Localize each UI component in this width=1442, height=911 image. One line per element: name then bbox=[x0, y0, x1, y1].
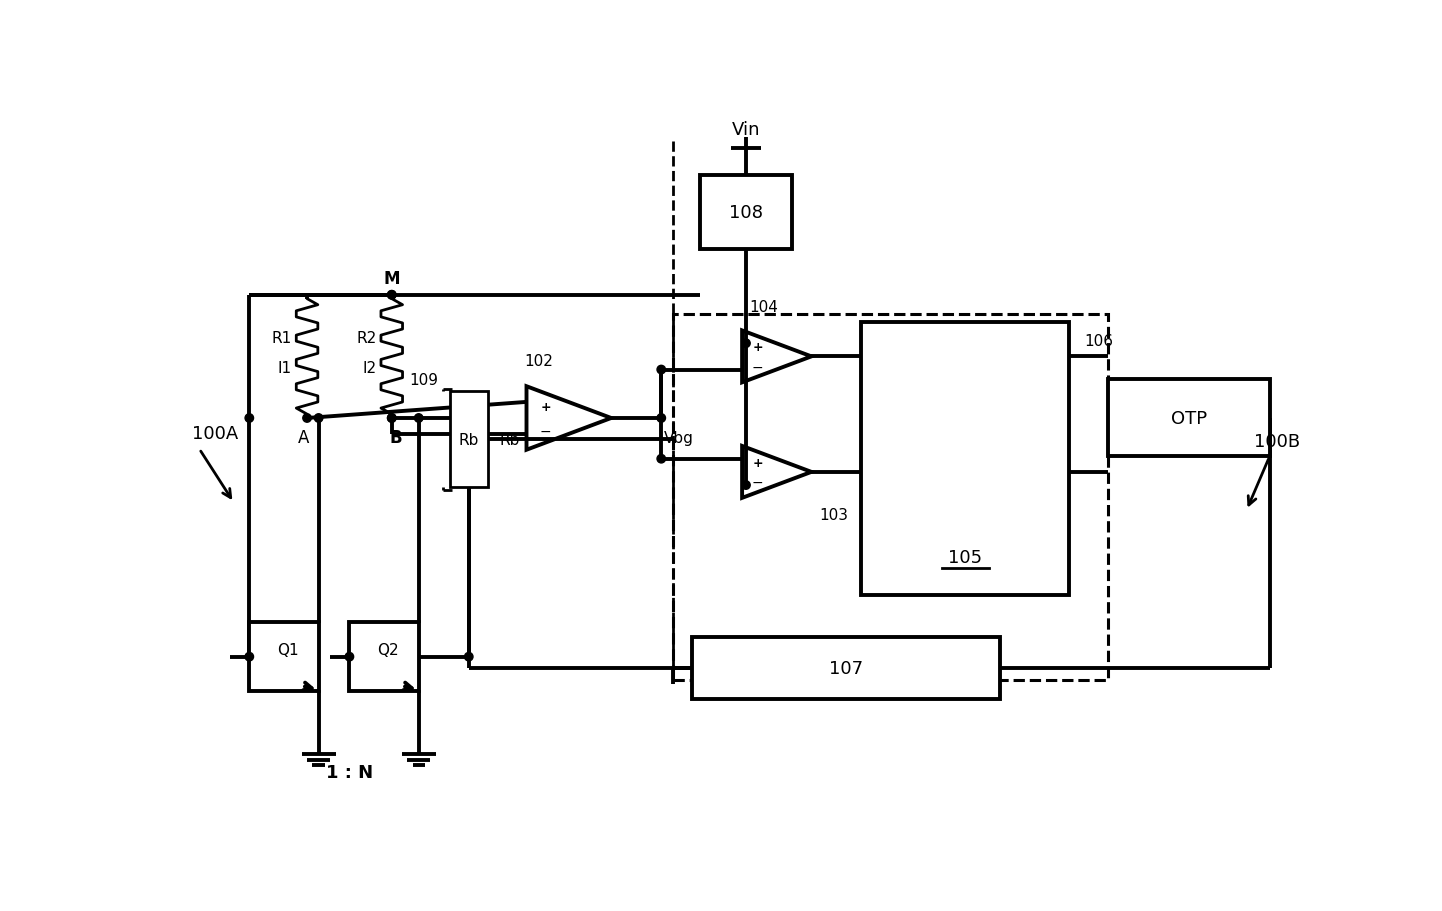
Bar bbox=[699, 176, 792, 250]
Text: 105: 105 bbox=[949, 548, 982, 566]
Text: −: − bbox=[751, 361, 763, 374]
Text: I2: I2 bbox=[362, 361, 376, 376]
Text: 102: 102 bbox=[525, 353, 554, 368]
Circle shape bbox=[388, 415, 397, 423]
Text: R1: R1 bbox=[271, 331, 291, 345]
Text: M: M bbox=[384, 270, 399, 288]
Text: B: B bbox=[389, 429, 402, 446]
Bar bbox=[349, 622, 418, 691]
Text: +: + bbox=[753, 341, 763, 353]
Text: 107: 107 bbox=[829, 660, 864, 678]
Circle shape bbox=[388, 292, 397, 300]
Circle shape bbox=[303, 415, 311, 423]
Text: −: − bbox=[539, 425, 551, 438]
Text: Vin: Vin bbox=[731, 121, 760, 139]
Text: 104: 104 bbox=[750, 300, 779, 314]
Circle shape bbox=[345, 652, 353, 661]
Circle shape bbox=[245, 415, 254, 423]
Text: Q2: Q2 bbox=[378, 642, 399, 658]
Text: 108: 108 bbox=[730, 204, 763, 221]
Circle shape bbox=[464, 652, 473, 661]
Circle shape bbox=[658, 366, 666, 374]
Circle shape bbox=[245, 652, 254, 661]
Circle shape bbox=[388, 415, 397, 423]
Text: 100B: 100B bbox=[1255, 433, 1301, 451]
Text: R2: R2 bbox=[356, 331, 376, 345]
Circle shape bbox=[388, 292, 397, 300]
Text: 100A: 100A bbox=[192, 425, 238, 443]
Text: 106: 106 bbox=[1084, 334, 1113, 349]
Text: Rb: Rb bbox=[459, 432, 479, 447]
Bar bbox=[692, 638, 1001, 700]
Bar bbox=[249, 622, 319, 691]
Text: 103: 103 bbox=[819, 507, 848, 522]
Text: OTP: OTP bbox=[1171, 410, 1207, 427]
Circle shape bbox=[314, 415, 323, 423]
Text: 1 : N: 1 : N bbox=[326, 763, 373, 782]
Circle shape bbox=[414, 415, 423, 423]
Circle shape bbox=[658, 455, 666, 464]
Bar bbox=[1107, 380, 1269, 457]
Text: Vbg: Vbg bbox=[663, 430, 694, 445]
Text: +: + bbox=[753, 456, 763, 469]
Circle shape bbox=[741, 340, 750, 348]
Text: I1: I1 bbox=[277, 361, 291, 376]
Bar bbox=[673, 314, 1107, 680]
Bar bbox=[861, 322, 1070, 596]
Text: −: − bbox=[751, 476, 763, 490]
Text: Q1: Q1 bbox=[277, 642, 298, 658]
Circle shape bbox=[741, 481, 750, 490]
Circle shape bbox=[658, 415, 666, 423]
Text: Rb: Rb bbox=[499, 432, 521, 447]
Text: 109: 109 bbox=[410, 373, 438, 387]
Text: A: A bbox=[297, 429, 309, 446]
Text: +: + bbox=[541, 400, 551, 414]
Bar bbox=[450, 392, 487, 487]
